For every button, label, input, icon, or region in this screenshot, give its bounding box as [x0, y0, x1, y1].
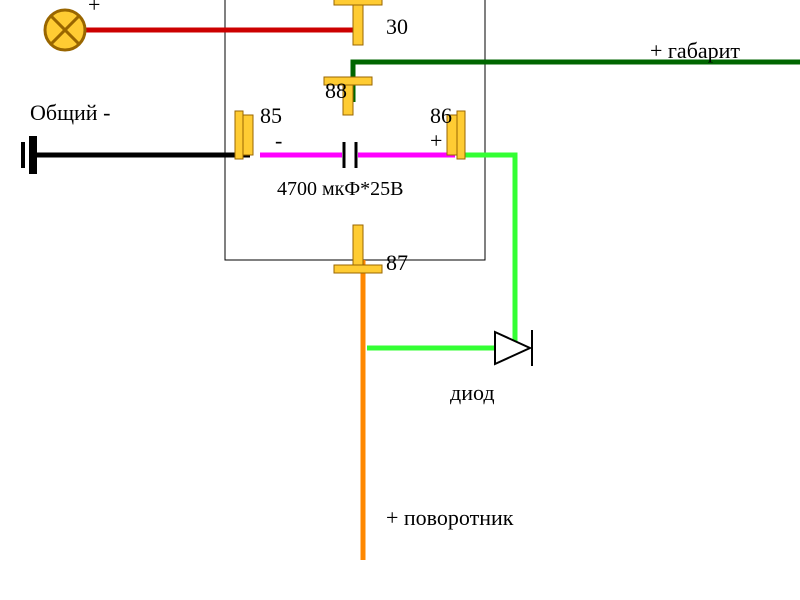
- povorot-label: + поворотник: [386, 505, 513, 531]
- cap-plus-label: +: [430, 128, 442, 154]
- terminal-87: [353, 225, 363, 265]
- terminal-85: [243, 115, 253, 155]
- pin-30-label: 30: [386, 14, 408, 40]
- wire-darkgreen: [353, 62, 800, 102]
- capacitor-label: 4700 мкФ*25В: [277, 178, 404, 201]
- diode-label: диод: [450, 380, 495, 406]
- pin-86-label: 86: [430, 103, 452, 129]
- common-label: Общий -: [30, 100, 110, 126]
- gabarit-label: + габарит: [650, 38, 740, 64]
- lamp-plus-label: +: [88, 0, 100, 18]
- pin-87-label: 87: [386, 250, 408, 276]
- pin-85-label: 85: [260, 103, 282, 129]
- cap-minus-label: -: [275, 128, 282, 154]
- pin-88-label: 88: [325, 78, 347, 104]
- terminal-30: [353, 5, 363, 45]
